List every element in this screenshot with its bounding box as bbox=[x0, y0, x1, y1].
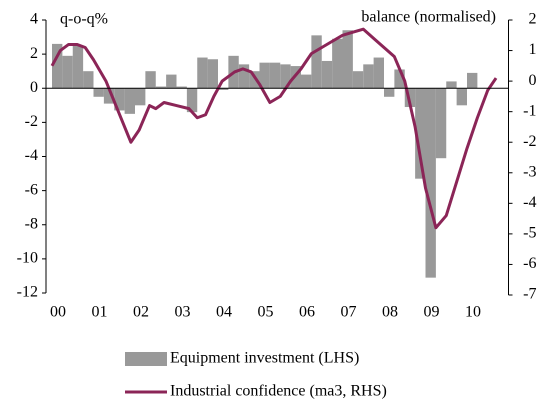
y-tick-label: 4 bbox=[30, 11, 38, 28]
bar bbox=[425, 88, 436, 278]
y2-tick-label: -5 bbox=[523, 225, 536, 242]
y2-tick-label: 1 bbox=[529, 41, 537, 58]
bar bbox=[280, 64, 291, 89]
bar bbox=[321, 60, 333, 89]
y2-tick-label: 2 bbox=[529, 11, 537, 28]
x-tick-label: 07 bbox=[341, 304, 357, 321]
x-tick-label: 09 bbox=[424, 304, 440, 321]
bar bbox=[435, 88, 447, 159]
bar bbox=[249, 71, 260, 89]
y-tick-label: -4 bbox=[25, 147, 38, 164]
bar bbox=[269, 62, 281, 89]
y2-tick-label: -3 bbox=[523, 163, 536, 180]
bar bbox=[176, 86, 187, 89]
legend-swatch bbox=[125, 352, 167, 366]
bar bbox=[311, 35, 322, 89]
bar bbox=[332, 38, 343, 89]
bar bbox=[135, 88, 146, 106]
bar bbox=[186, 88, 198, 113]
y2-axis-title: balance (normalised) bbox=[361, 9, 496, 26]
bar bbox=[384, 88, 395, 97]
y2-tick-label: -1 bbox=[523, 102, 536, 119]
x-tick-label: 08 bbox=[382, 304, 398, 321]
y-tick-label: -12 bbox=[17, 284, 38, 301]
bar bbox=[456, 88, 467, 106]
x-tick-label: 04 bbox=[216, 304, 232, 321]
bar bbox=[197, 57, 208, 89]
bar bbox=[124, 88, 135, 114]
bar bbox=[83, 71, 94, 89]
y2-tick-label: -6 bbox=[523, 255, 536, 272]
bar bbox=[352, 71, 364, 89]
line bbox=[50, 27, 498, 230]
bar bbox=[103, 88, 115, 104]
y2-tick-label: -7 bbox=[523, 286, 536, 303]
bar bbox=[166, 74, 177, 89]
x-tick-label: 05 bbox=[258, 304, 274, 321]
bar bbox=[72, 45, 84, 89]
bar bbox=[467, 72, 478, 89]
y-tick-label: -10 bbox=[17, 250, 38, 267]
bar bbox=[363, 64, 374, 89]
bar bbox=[259, 62, 270, 89]
bar bbox=[415, 88, 426, 179]
bar bbox=[52, 43, 63, 89]
x-tick-label: 02 bbox=[133, 304, 149, 321]
x-tick-label: 00 bbox=[50, 304, 66, 321]
legend-label: Equipment investment (LHS) bbox=[170, 350, 359, 367]
bar bbox=[145, 71, 156, 89]
bar bbox=[373, 57, 384, 89]
bar bbox=[446, 81, 457, 89]
y-tick-label: 0 bbox=[30, 79, 38, 96]
bar bbox=[238, 64, 250, 89]
legend-label: Industrial confidence (ma3, RHS) bbox=[170, 383, 387, 400]
x-tick-label: 03 bbox=[175, 304, 191, 321]
bar bbox=[394, 69, 405, 89]
bar bbox=[218, 88, 229, 90]
y2-tick-label: -4 bbox=[523, 194, 536, 211]
x-tick-label: 01 bbox=[92, 304, 108, 321]
bar bbox=[301, 74, 312, 89]
y-tick-label: -6 bbox=[25, 181, 38, 198]
y2-tick-label: 0 bbox=[529, 72, 537, 89]
bar bbox=[207, 59, 218, 89]
bar bbox=[93, 88, 104, 97]
y-tick-label: 2 bbox=[30, 45, 38, 62]
bar bbox=[62, 55, 73, 89]
x-tick-label: 10 bbox=[465, 304, 481, 321]
bar bbox=[114, 88, 125, 111]
bar bbox=[155, 86, 167, 89]
y2-tick-label: -2 bbox=[523, 133, 536, 150]
bar bbox=[342, 30, 353, 89]
y-axis-title: q-o-q% bbox=[60, 11, 108, 28]
y-tick-label: -8 bbox=[25, 215, 38, 232]
y-tick-label: -2 bbox=[25, 113, 38, 130]
x-tick-label: 06 bbox=[299, 304, 315, 321]
